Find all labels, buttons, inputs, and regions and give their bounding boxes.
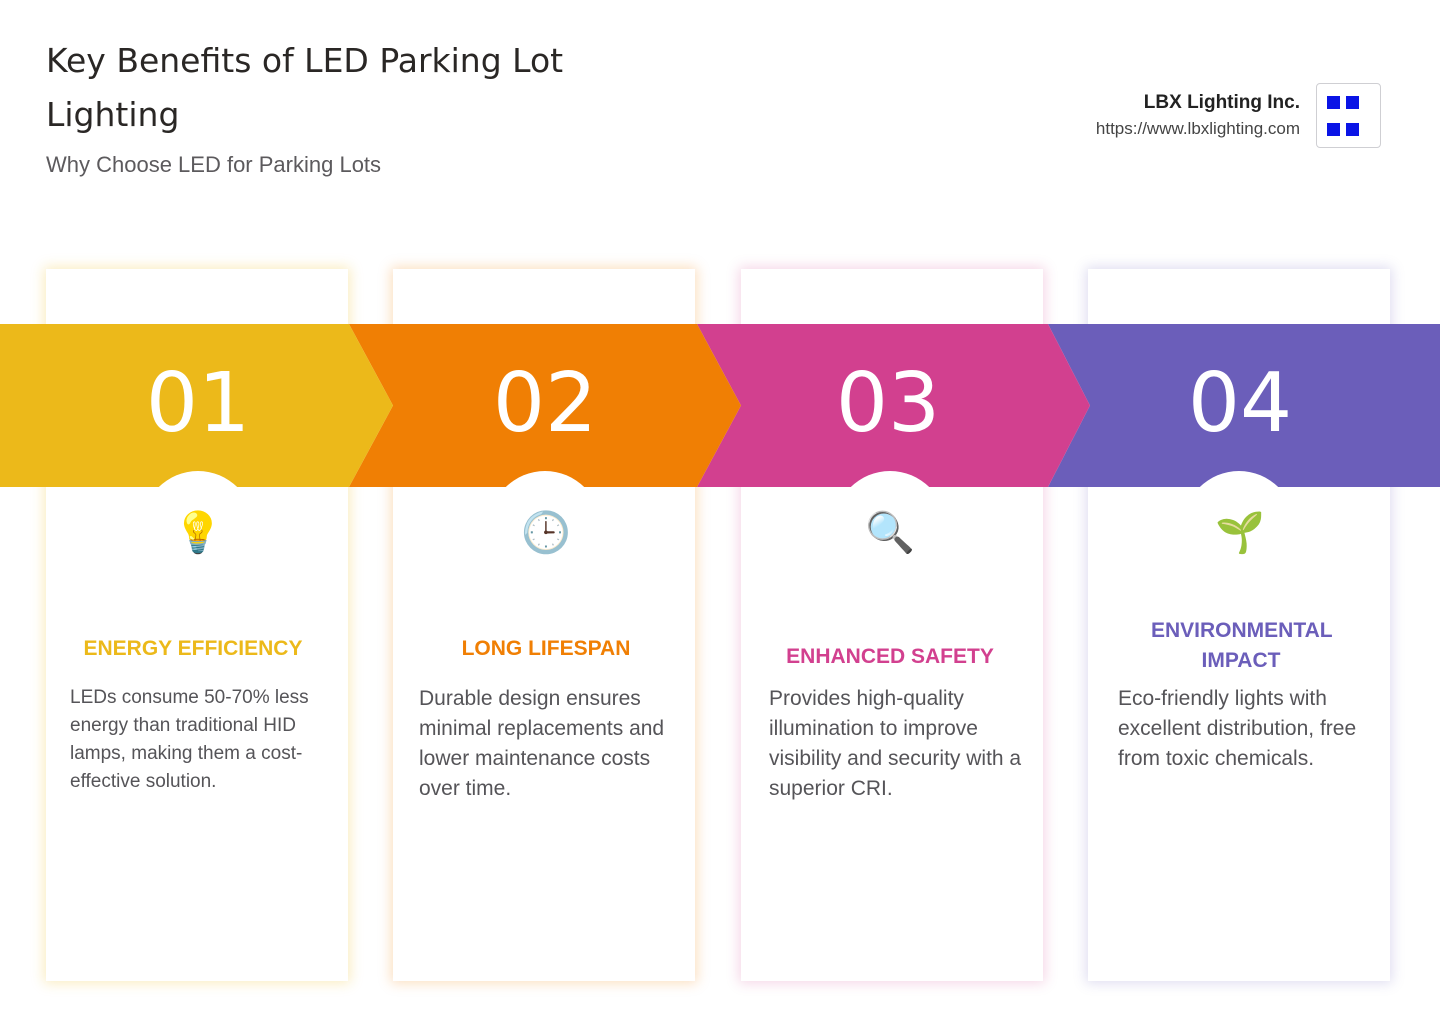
icon-circle-3 — [834, 471, 946, 583]
page-subtitle: Why Choose LED for Parking Lots — [46, 152, 382, 177]
benefit-description-1: LEDs consume 50-70% less energy than tra… — [70, 687, 309, 792]
icon-circle-4 — [1183, 471, 1295, 583]
brand-url-link[interactable]: https://www.lbxlighting.com — [1095, 119, 1300, 138]
benefit-description-3: Provides high-quality illumination to im… — [769, 687, 1022, 800]
benefit-title-2: LONG LIFESPAN — [461, 637, 631, 660]
light-bulb-icon: 💡 — [173, 511, 223, 555]
icon-circle-1 — [142, 471, 254, 583]
step-arrow-2 — [697, 324, 1090, 487]
step-arrow-3 — [349, 324, 741, 487]
step-number-2: 02 — [492, 356, 598, 451]
clock-icon: 🕒 — [521, 511, 571, 555]
step-number-4: 04 — [1187, 356, 1293, 451]
seedling-icon: 🌱 — [1215, 511, 1265, 555]
step-arrow-band — [0, 324, 1440, 487]
benefit-title-4: ENVIRONMENTAL IMPACT — [1151, 619, 1333, 672]
benefit-title-3: ENHANCED SAFETY — [786, 645, 994, 668]
step-number-1: 01 — [145, 356, 251, 451]
benefit-description-4: Eco-friendly lights with excellent distr… — [1118, 687, 1357, 770]
step-number-3: 03 — [835, 356, 941, 451]
benefit-description-2: Durable design ensures minimal replaceme… — [419, 687, 665, 800]
magnifying-glass-icon: 🔍 — [865, 511, 915, 555]
brand-block: LBX Lighting Inc. https://www.lbxlightin… — [1096, 90, 1300, 142]
step-arrow-1 — [1048, 324, 1440, 487]
brand-name: LBX Lighting Inc. — [1143, 92, 1300, 113]
qr-code-icon[interactable] — [1316, 83, 1381, 148]
benefit-title-1: ENERGY EFFICIENCY — [83, 637, 303, 660]
step-arrow-4 — [0, 324, 393, 487]
page-title: Key Benefits of LED Parking Lot Lighting — [46, 41, 564, 134]
icon-circle-2 — [489, 471, 601, 583]
